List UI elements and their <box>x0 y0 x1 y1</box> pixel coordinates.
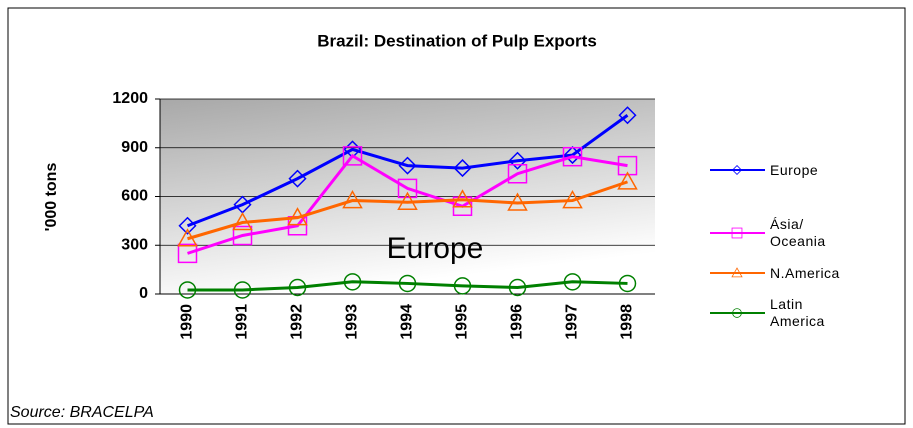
marker <box>232 211 253 231</box>
marker <box>343 273 362 291</box>
marker <box>342 146 363 166</box>
marker <box>398 156 417 175</box>
x-tick-label: 1995 <box>454 304 471 340</box>
marker <box>453 159 472 178</box>
marker <box>731 227 743 239</box>
marker <box>177 243 198 264</box>
marker <box>562 146 583 167</box>
marker <box>452 189 473 208</box>
marker <box>178 216 197 235</box>
marker <box>563 146 582 165</box>
marker <box>397 191 418 210</box>
marker <box>618 106 637 125</box>
marker <box>508 151 527 170</box>
y-tick-label: 900 <box>121 139 148 156</box>
annotation: Europe <box>387 232 484 265</box>
legend-label: N.America <box>770 264 840 281</box>
marker <box>563 273 582 291</box>
marker <box>342 190 363 209</box>
marker <box>732 165 742 175</box>
marker <box>178 281 197 299</box>
y-axis-label: '000 tons <box>43 163 60 232</box>
marker <box>731 267 743 278</box>
line <box>187 280 628 292</box>
marker <box>618 274 637 293</box>
marker <box>507 164 528 184</box>
marker <box>617 171 638 190</box>
legend-label: Latin America <box>770 296 825 329</box>
y-tick-label: 0 <box>139 285 148 302</box>
x-tick-label: 1990 <box>179 304 196 340</box>
marker <box>453 277 472 295</box>
x-tick-label: 1991 <box>234 304 251 340</box>
marker <box>177 228 198 247</box>
marker <box>562 190 583 209</box>
x-tick-label: 1996 <box>509 304 526 340</box>
x-tick-label: 1993 <box>344 304 361 340</box>
marker <box>288 169 307 188</box>
marker <box>732 308 742 318</box>
source: Source: BRACELPA <box>10 404 154 421</box>
x-tick-label: 1994 <box>399 304 416 340</box>
y-tick-label: 300 <box>121 236 148 253</box>
marker <box>398 274 417 293</box>
line <box>186 114 629 228</box>
marker <box>288 278 307 297</box>
x-tick-label: 1992 <box>289 304 306 340</box>
marker <box>397 178 418 199</box>
y-tick-label: 1200 <box>112 90 148 107</box>
line <box>187 153 628 255</box>
marker <box>507 192 528 211</box>
chart-title: Brazil: Destination of Pulp Exports <box>317 31 597 50</box>
y-tick-label: 600 <box>121 188 148 205</box>
line <box>187 180 628 241</box>
legend-label: Europe <box>770 161 819 178</box>
marker <box>617 155 638 176</box>
legend-label: Ásia/ Oceania <box>770 216 826 249</box>
marker <box>232 225 253 246</box>
marker <box>287 207 308 226</box>
x-tick-label: 1998 <box>619 304 636 340</box>
marker <box>233 281 252 299</box>
x-tick-label: 1997 <box>564 304 581 340</box>
marker <box>508 278 527 297</box>
